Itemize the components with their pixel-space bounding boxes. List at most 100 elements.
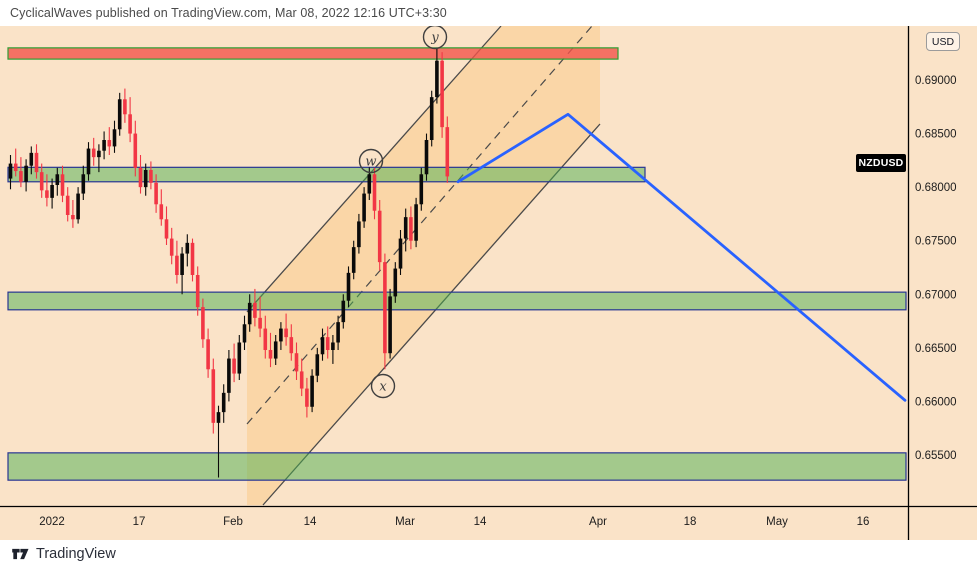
candle-body	[289, 337, 294, 354]
candle-body	[414, 204, 418, 241]
candle-body	[403, 217, 408, 239]
candlestick-series	[8, 47, 450, 478]
candle-body	[346, 272, 351, 301]
candle-body	[24, 165, 28, 182]
candle-body	[424, 139, 429, 175]
candle-body	[310, 375, 314, 407]
candle-body	[154, 182, 158, 205]
candle-body	[71, 214, 75, 220]
candle-body	[107, 139, 112, 147]
candle-body	[13, 163, 18, 172]
candle-body	[169, 238, 174, 256]
candle-body	[76, 193, 80, 220]
price-tick-label: 0.66000	[915, 396, 957, 408]
wave-label-letter: w	[365, 155, 376, 170]
time-tick-label: 18	[684, 516, 697, 528]
footer-bar: TradingView	[0, 540, 977, 568]
candle-body	[440, 60, 444, 128]
price-tick-label: 0.67500	[915, 236, 957, 248]
candle-body	[325, 337, 330, 350]
candle-body	[273, 341, 278, 359]
time-tick-label: 2022	[39, 516, 65, 528]
candle-body	[336, 322, 340, 343]
symbol-badge: NZDUSD	[856, 154, 906, 172]
wave-label-circle	[370, 373, 396, 399]
time-axis[interactable]: 2022 17 Feb 14 Mar 14 Apr 18 May 16	[39, 516, 869, 528]
candle-body	[253, 302, 257, 318]
candle-body	[201, 307, 205, 340]
demand-zone-0681[interactable]	[7, 166, 646, 183]
time-tick-label: 17	[133, 516, 146, 528]
projection-path[interactable]	[456, 112, 907, 402]
channel-lower-line[interactable]	[262, 123, 601, 506]
channel-median-dashed-line[interactable]	[246, 25, 593, 425]
candle-body	[445, 127, 450, 177]
candle-body	[232, 358, 236, 374]
time-tick-label: Apr	[589, 516, 607, 528]
tradingview-logo-icon[interactable]	[10, 545, 30, 563]
wave-label-w[interactable]: w	[358, 148, 384, 174]
candle-body	[190, 242, 195, 275]
currency-usd-button[interactable]: USD	[926, 32, 960, 51]
candle-body	[50, 184, 54, 198]
candle-body	[185, 242, 190, 254]
candle-body	[284, 328, 288, 338]
candle-body	[149, 169, 153, 183]
candle-body	[60, 174, 65, 196]
demand-zone-0670[interactable]	[7, 291, 907, 311]
time-tick-label: May	[766, 516, 788, 528]
header-bar: CyclicalWaves published on TradingView.c…	[0, 0, 977, 26]
candle-body	[117, 99, 122, 130]
candle-body	[351, 247, 356, 273]
candle-body	[263, 328, 268, 350]
candle-body	[55, 174, 60, 185]
candle-body	[268, 349, 273, 359]
candle-body	[221, 392, 226, 413]
candle-body	[216, 412, 221, 423]
wave-label-x[interactable]: x	[370, 373, 396, 399]
candle-body	[81, 174, 86, 194]
candle-body	[143, 169, 148, 188]
candle-body	[377, 210, 382, 263]
supply-zone-0693[interactable]	[7, 47, 619, 60]
candle-body	[419, 174, 424, 205]
candle-body	[227, 358, 231, 393]
candle-body	[393, 268, 398, 297]
candle-body	[362, 193, 366, 222]
time-tick-label: Feb	[223, 516, 243, 528]
candle-body	[398, 238, 403, 269]
candle-body	[372, 174, 377, 211]
price-tick-label: 0.65500	[915, 450, 957, 462]
candle-body	[429, 97, 434, 140]
candle-body	[237, 342, 242, 374]
candle-body	[180, 253, 184, 275]
candle-body	[175, 255, 179, 275]
candle-body	[128, 114, 132, 134]
candle-body	[388, 296, 392, 354]
price-tick-label: 0.68500	[915, 129, 957, 141]
demand-zone-0655[interactable]	[7, 452, 907, 481]
wave-label-letter: y	[430, 31, 439, 46]
candle-body	[435, 60, 439, 98]
candle-body	[8, 163, 13, 179]
price-axis[interactable]: 0.69000 0.68500 0.68000 0.67500 0.67000 0.665…	[915, 75, 957, 462]
candle-body	[206, 339, 210, 370]
price-tick-label: 0.69000	[915, 75, 957, 87]
candle-body	[164, 219, 169, 239]
candle-body	[65, 195, 70, 215]
price-tick-label: 0.67000	[915, 289, 957, 301]
candle-body	[247, 302, 252, 325]
candle-body	[138, 167, 143, 188]
candle-body	[315, 354, 320, 376]
candle-body	[341, 300, 346, 323]
candle-body	[279, 328, 283, 342]
time-tick-label: 16	[857, 516, 870, 528]
candle-body	[211, 369, 216, 423]
candle-body	[367, 174, 372, 194]
candle-body	[112, 129, 117, 147]
candle-body	[19, 171, 23, 182]
candle-body	[383, 262, 387, 354]
tradingview-brand[interactable]: TradingView	[36, 546, 116, 562]
candle-body	[97, 150, 101, 158]
